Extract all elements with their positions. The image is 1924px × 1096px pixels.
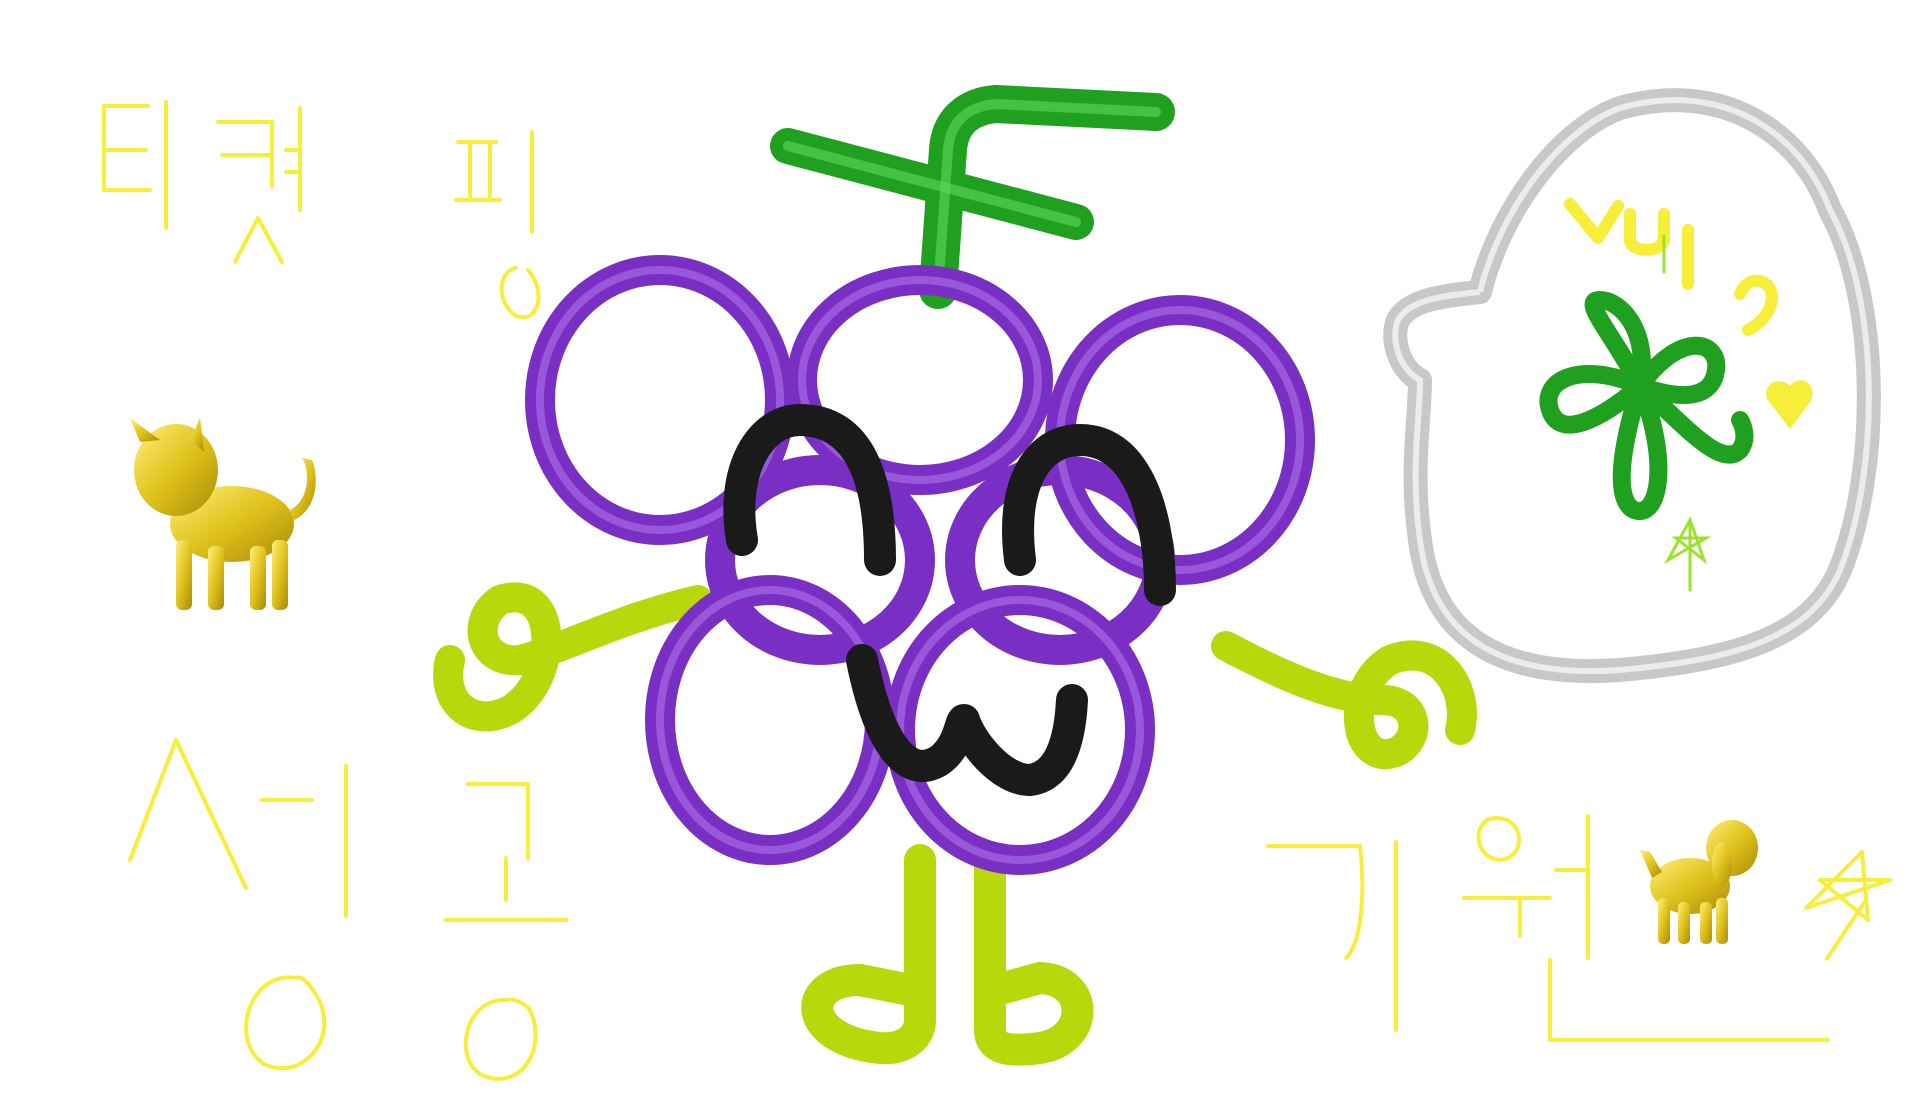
grape-legs	[801, 844, 1094, 1066]
cat-figure-icon	[130, 418, 316, 610]
grape-arms	[433, 582, 1477, 770]
grape-stem	[770, 85, 1175, 309]
mouth	[846, 644, 1088, 796]
handwriting-wish	[1266, 814, 1830, 1042]
dog-figure-icon	[1640, 820, 1758, 944]
heart-icon	[1766, 380, 1813, 429]
handwriting-ticketing	[102, 100, 541, 320]
handwriting-success	[128, 738, 568, 1081]
bubble-handwriting	[1564, 198, 1778, 336]
clover-icon	[1539, 291, 1754, 520]
grape-face	[723, 404, 1176, 796]
star-doodle-icon	[1804, 850, 1892, 962]
bubble-doodles	[1662, 234, 1712, 592]
right-eye	[1002, 424, 1176, 606]
left-eye	[723, 404, 896, 576]
